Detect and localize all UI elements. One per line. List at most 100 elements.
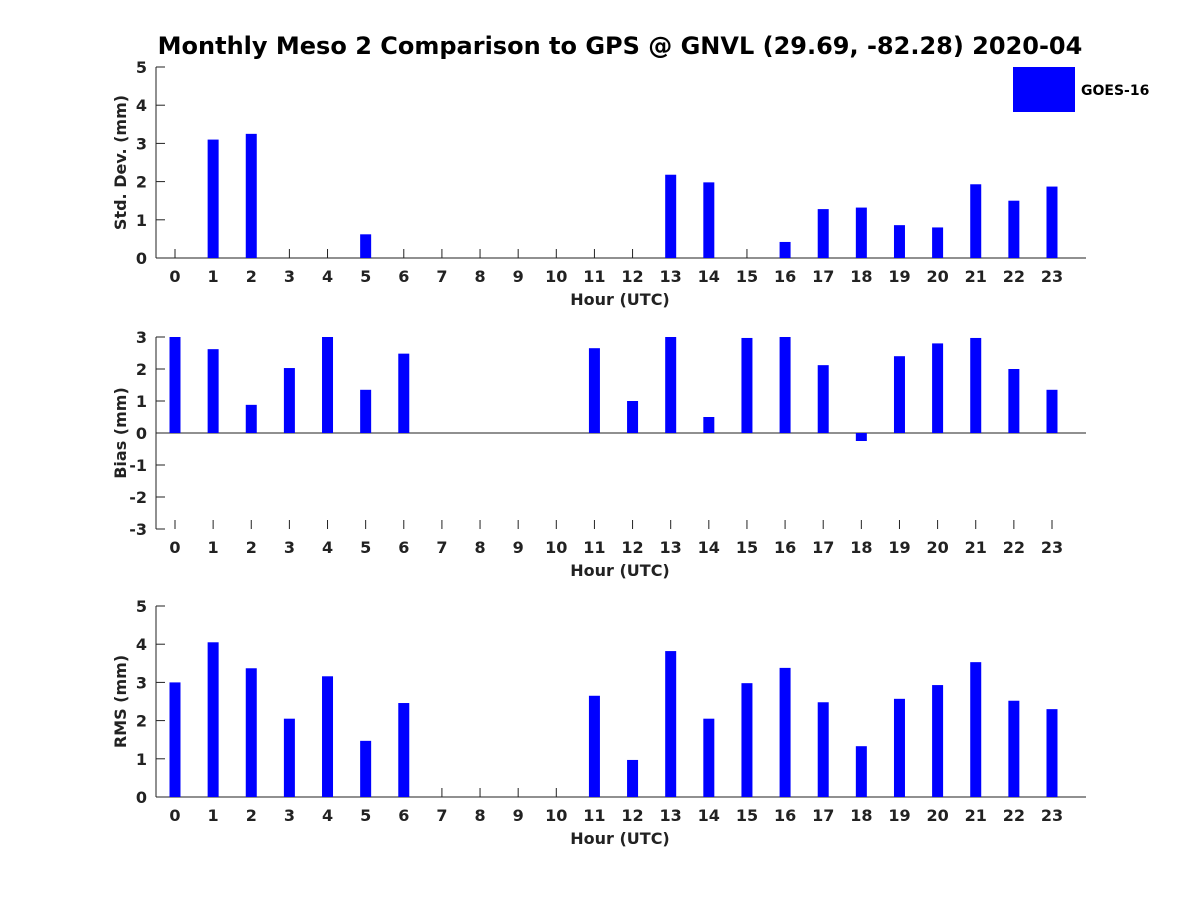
rms-panel-bar-hour-23 bbox=[1046, 709, 1058, 797]
std-panel-x-tick-label: 10 bbox=[545, 267, 567, 286]
bias-panel-bar-hour-13 bbox=[665, 337, 677, 433]
rms-panel-bar-hour-20 bbox=[932, 685, 944, 797]
std-panel-x-tick-label: 9 bbox=[513, 267, 524, 286]
bias-panel-y-label: Bias (mm) bbox=[111, 387, 130, 479]
bias-panel-bar-hour-14 bbox=[703, 417, 715, 433]
rms-panel-y-tick-label: 0 bbox=[136, 788, 147, 807]
rms-panel-bar-hour-17 bbox=[817, 702, 829, 797]
bias-panel-x-tick-label: 20 bbox=[926, 538, 948, 557]
std-panel-x-tick-label: 3 bbox=[284, 267, 295, 286]
bias-panel-x-tick-label: 16 bbox=[774, 538, 796, 557]
bias-panel-x-tick-label: 17 bbox=[812, 538, 834, 557]
rms-panel-bar-hour-3 bbox=[283, 718, 295, 797]
std-panel-bar-hour-21 bbox=[970, 184, 982, 258]
std-panel-y-tick-label: 3 bbox=[136, 134, 147, 153]
rms-panel-bar-hour-14 bbox=[703, 718, 715, 797]
bias-panel-x-tick-label: 4 bbox=[322, 538, 333, 557]
std-panel-bar-hour-17 bbox=[817, 209, 829, 258]
bias-panel-y-tick-label: -3 bbox=[129, 520, 147, 539]
rms-panel-bar-hour-4 bbox=[322, 676, 334, 797]
bias-panel-bar-hour-20 bbox=[932, 343, 944, 433]
bias-panel-bar-hour-1 bbox=[207, 349, 219, 433]
bias-panel-bar-hour-2 bbox=[245, 404, 257, 433]
bias-panel-bar-hour-21 bbox=[970, 337, 982, 433]
bias-panel-y-tick-label: 2 bbox=[136, 360, 147, 379]
rms-panel-x-tick-label: 1 bbox=[208, 806, 219, 825]
std-panel-bar-hour-16 bbox=[779, 241, 791, 258]
rms-panel-bar-hour-11 bbox=[588, 695, 600, 797]
bias-panel-x-tick-label: 13 bbox=[660, 538, 682, 557]
std-panel-x-tick-label: 6 bbox=[398, 267, 409, 286]
std-panel-y-tick-label: 4 bbox=[136, 96, 147, 115]
std-panel-bar-hour-13 bbox=[665, 174, 677, 258]
bias-panel-y-tick-label: 3 bbox=[136, 328, 147, 347]
rms-panel-x-tick-label: 8 bbox=[474, 806, 485, 825]
rms-panel-x-tick-label: 17 bbox=[812, 806, 834, 825]
std-panel-x-tick-label: 0 bbox=[169, 267, 180, 286]
bias-panel-x-tick-label: 21 bbox=[965, 538, 987, 557]
rms-panel-x-tick-label: 9 bbox=[513, 806, 524, 825]
rms-panel-x-tick-label: 5 bbox=[360, 806, 371, 825]
rms-panel-x-tick-label: 20 bbox=[926, 806, 948, 825]
chart-title: Monthly Meso 2 Comparison to GPS @ GNVL … bbox=[158, 32, 1083, 60]
std-panel-bar-hour-19 bbox=[893, 225, 905, 258]
rms-panel-x-tick-label: 3 bbox=[284, 806, 295, 825]
bias-panel-bar-hour-4 bbox=[322, 337, 334, 433]
rms-panel-x-tick-label: 11 bbox=[583, 806, 605, 825]
std-panel-x-tick-label: 5 bbox=[360, 267, 371, 286]
std-panel-x-tick-label: 1 bbox=[208, 267, 219, 286]
std-panel-x-tick-label: 18 bbox=[850, 267, 872, 286]
std-panel-x-tick-label: 12 bbox=[621, 267, 643, 286]
std-panel-bar-hour-5 bbox=[360, 234, 372, 258]
rms-panel-bar-hour-2 bbox=[245, 668, 257, 797]
bias-panel-bar-hour-18 bbox=[855, 433, 867, 441]
rms-panel-x-tick-label: 22 bbox=[1003, 806, 1025, 825]
bias-panel-x-tick-label: 22 bbox=[1003, 538, 1025, 557]
legend-swatch-goes-16 bbox=[1013, 67, 1075, 112]
rms-panel-bar-hour-19 bbox=[893, 698, 905, 797]
std-panel-bar-hour-22 bbox=[1008, 200, 1020, 258]
std-panel-bar-hour-1 bbox=[207, 139, 219, 258]
rms-panel-bar-hour-15 bbox=[741, 683, 753, 797]
std-panel-x-tick-label: 16 bbox=[774, 267, 796, 286]
std-panel-y-tick-label: 2 bbox=[136, 173, 147, 192]
rms-panel-x-tick-label: 19 bbox=[888, 806, 910, 825]
std-panel-x-tick-label: 11 bbox=[583, 267, 605, 286]
bias-panel-bar-hour-15 bbox=[741, 337, 753, 433]
rms-panel-x-tick-label: 23 bbox=[1041, 806, 1063, 825]
std-panel-x-tick-label: 22 bbox=[1003, 267, 1025, 286]
bias-panel-x-tick-label: 23 bbox=[1041, 538, 1063, 557]
bias-panel-bar-hour-16 bbox=[779, 337, 791, 433]
rms-panel-y-tick-label: 3 bbox=[136, 673, 147, 692]
rms-panel-x-tick-label: 12 bbox=[621, 806, 643, 825]
rms-panel-bar-hour-6 bbox=[398, 703, 410, 797]
std-panel-bar-hour-18 bbox=[855, 207, 867, 258]
bias-panel-x-label: Hour (UTC) bbox=[570, 561, 670, 580]
std-panel-bar-hour-14 bbox=[703, 182, 715, 258]
rms-panel-bar-hour-16 bbox=[779, 667, 791, 797]
std-panel-x-tick-label: 15 bbox=[736, 267, 758, 286]
rms-panel-bar-hour-22 bbox=[1008, 700, 1020, 797]
rms-panel-x-tick-label: 6 bbox=[398, 806, 409, 825]
rms-panel-x-label: Hour (UTC) bbox=[570, 829, 670, 848]
bias-panel-bar-hour-6 bbox=[398, 353, 410, 433]
std-panel-x-tick-label: 7 bbox=[436, 267, 447, 286]
std-panel-y-tick-label: 0 bbox=[136, 249, 147, 268]
bias-panel-x-tick-label: 9 bbox=[513, 538, 524, 557]
rms-panel-bar-hour-13 bbox=[665, 651, 677, 797]
rms-panel-y-tick-label: 2 bbox=[136, 712, 147, 731]
bias-panel-bar-hour-11 bbox=[588, 348, 600, 433]
std-panel-x-tick-label: 13 bbox=[660, 267, 682, 286]
rms-panel-x-tick-label: 13 bbox=[660, 806, 682, 825]
bias-panel-x-tick-label: 3 bbox=[284, 538, 295, 557]
bias-panel-x-tick-label: 8 bbox=[474, 538, 485, 557]
std-panel-x-tick-label: 14 bbox=[698, 267, 720, 286]
rms-panel-bar-hour-12 bbox=[627, 759, 639, 797]
bias-panel-bar-hour-23 bbox=[1046, 389, 1058, 433]
bias-panel-bar-hour-22 bbox=[1008, 369, 1020, 433]
bias-panel-x-tick-label: 10 bbox=[545, 538, 567, 557]
